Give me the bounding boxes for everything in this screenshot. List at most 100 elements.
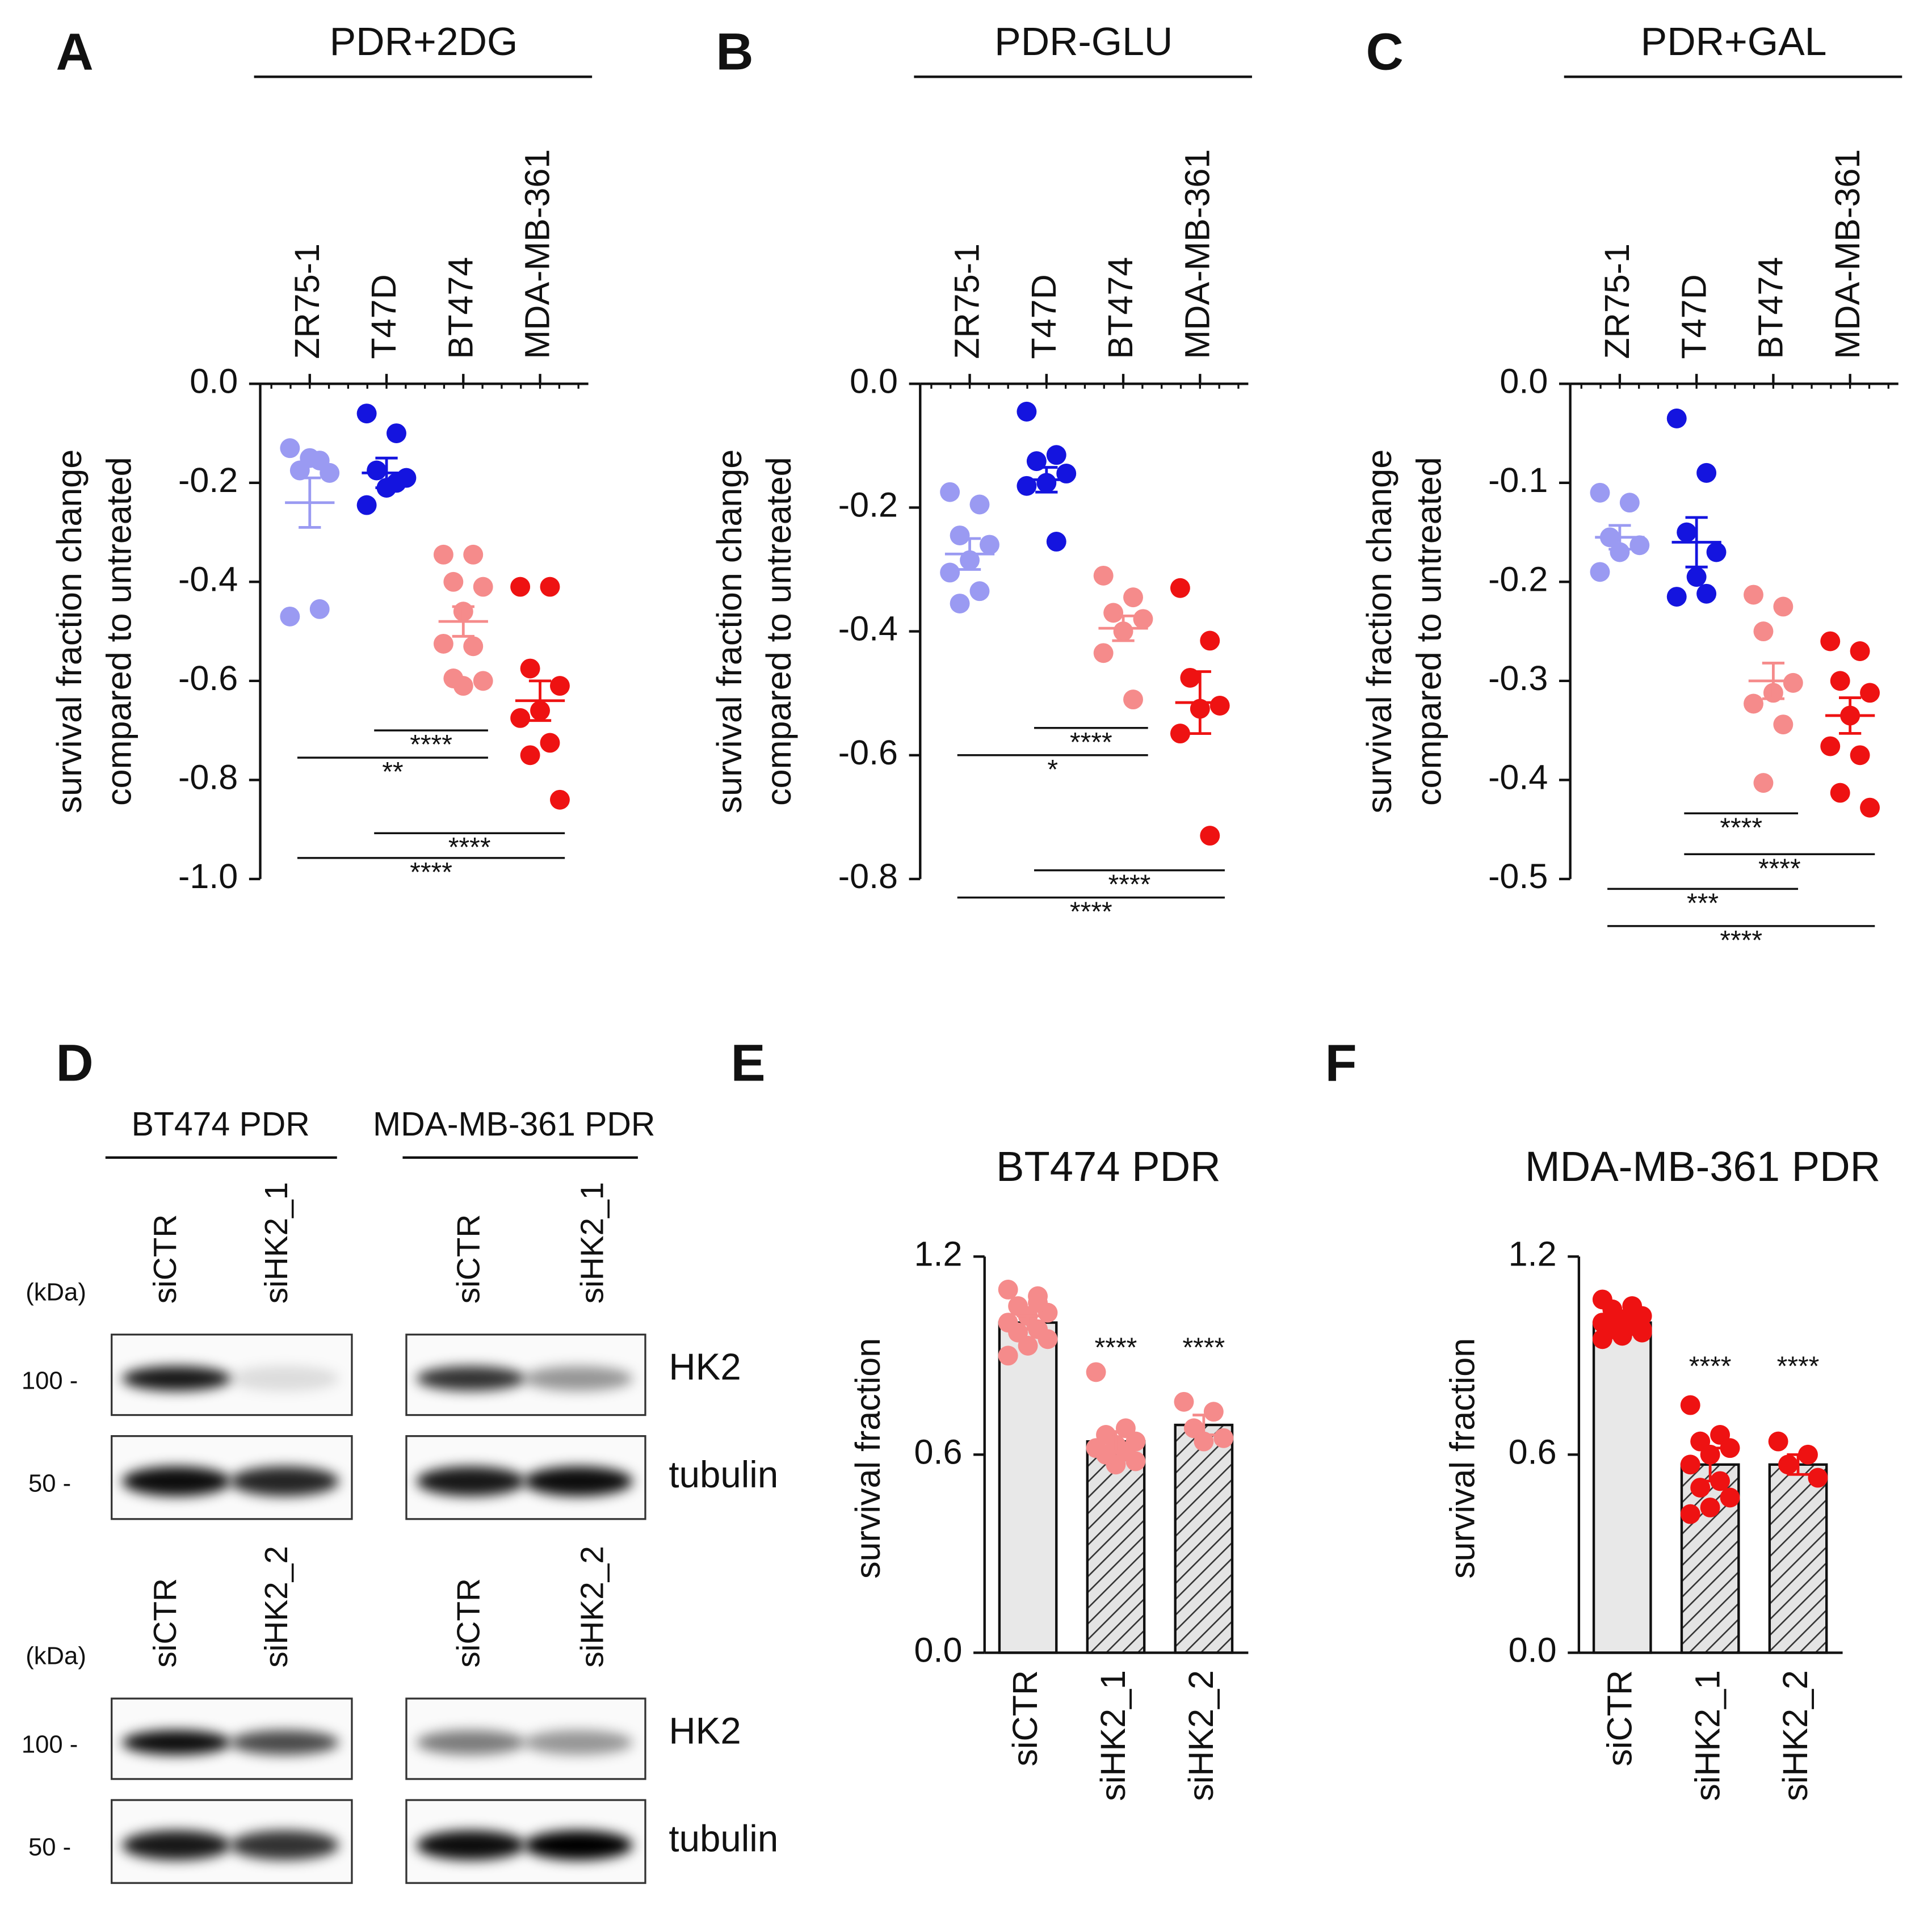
- data-point: [520, 745, 540, 766]
- data-point: [1773, 714, 1794, 735]
- mean-sem: [1175, 670, 1225, 735]
- blot-band: [121, 1830, 231, 1860]
- y-tick-label: 0.0: [914, 1631, 963, 1670]
- data-point: [1028, 1293, 1048, 1313]
- data-point: [549, 789, 570, 810]
- chart-title: PDR-GLU: [994, 19, 1173, 64]
- lane-label: siHK2_2: [259, 1546, 295, 1667]
- y-axis-label: survival fraction change: [1360, 449, 1398, 814]
- data-point: [969, 581, 990, 602]
- y-axis-label: compared to untreated: [99, 457, 138, 806]
- data-point: [1783, 672, 1803, 693]
- x-tick-label: siCTR: [1600, 1670, 1639, 1767]
- y-tick-label: -0.6: [178, 659, 238, 697]
- significance-label: ****: [410, 730, 452, 760]
- y-tick-label: 0.0: [850, 361, 898, 400]
- mean-sem: [1595, 524, 1645, 551]
- data-point: [1590, 482, 1610, 503]
- data-point: [940, 482, 960, 502]
- lane-label: siCTR: [451, 1578, 486, 1668]
- protein-label: tubulin: [669, 1454, 778, 1495]
- data-point: [1209, 696, 1230, 716]
- error-bar: [1787, 1453, 1809, 1476]
- data-point: [443, 571, 464, 592]
- blot-band: [121, 1730, 231, 1755]
- data-point: [1619, 493, 1640, 513]
- data-point: [1720, 1487, 1740, 1508]
- data-point: [1017, 401, 1037, 422]
- unit-label: (kDa): [26, 1279, 86, 1306]
- significance-label: ****: [1070, 897, 1112, 927]
- data-point: [387, 473, 406, 493]
- lane-label: siHK2_1: [259, 1182, 295, 1303]
- error-bar: [1017, 1314, 1039, 1331]
- x-tick-label: T47D: [1674, 274, 1713, 359]
- blot-band: [416, 1466, 526, 1496]
- data-point: [1744, 585, 1763, 605]
- y-tick-label: -0.2: [1488, 560, 1548, 598]
- blot-band: [416, 1366, 526, 1391]
- data-point: [1123, 587, 1143, 608]
- data-point: [1629, 535, 1650, 556]
- data-point: [1753, 621, 1774, 642]
- panel-letter: D: [56, 1035, 94, 1092]
- data-point: [433, 633, 453, 654]
- significance-label: *: [1047, 755, 1058, 785]
- data-point: [309, 599, 330, 619]
- x-tick-label: BT474: [1101, 257, 1140, 359]
- data-point: [1622, 1302, 1643, 1323]
- error-bar: [1104, 1430, 1127, 1453]
- y-axis-label: survival fraction change: [710, 449, 749, 814]
- data-point: [1632, 1319, 1652, 1339]
- x-tick-label: ZR75-1: [948, 243, 986, 359]
- error-bar: [1611, 1316, 1633, 1329]
- lane-label: siCTR: [451, 1214, 486, 1304]
- mean-sem: [362, 456, 411, 489]
- chart-title: BT474 PDR: [996, 1143, 1221, 1190]
- data-point: [1666, 408, 1687, 428]
- data-point: [1018, 1335, 1038, 1356]
- x-tick-label: siHK2_1: [1688, 1670, 1727, 1801]
- protein-label: HK2: [669, 1710, 741, 1752]
- blot-band: [524, 1830, 633, 1860]
- data-point: [979, 535, 999, 555]
- lane-label: siHK2_2: [575, 1546, 611, 1667]
- data-point: [540, 577, 560, 597]
- mean-sem: [944, 537, 995, 571]
- data-point: [510, 708, 531, 728]
- blot-band: [230, 1466, 339, 1496]
- chart-title: MDA-MB-361 PDR: [1525, 1143, 1880, 1190]
- x-tick-label: MDA-MB-361: [1178, 149, 1216, 359]
- data-point: [1170, 578, 1190, 598]
- data-point: [1830, 783, 1850, 803]
- data-point: [1820, 736, 1841, 756]
- data-point: [1666, 587, 1687, 607]
- data-point: [1768, 1431, 1788, 1452]
- bar: [1086, 1440, 1146, 1654]
- blot-band: [416, 1830, 526, 1860]
- data-point: [387, 423, 406, 444]
- x-tick-label: T47D: [1024, 274, 1063, 359]
- data-point: [940, 562, 960, 583]
- x-tick-label: MDA-MB-361: [518, 149, 557, 359]
- y-tick-label: 0.6: [1509, 1432, 1557, 1471]
- mean-sem: [515, 679, 565, 722]
- data-point: [1860, 797, 1880, 818]
- blot-band: [524, 1366, 633, 1391]
- data-point: [1696, 583, 1717, 604]
- mean-sem: [1671, 516, 1721, 569]
- data-point: [1860, 683, 1880, 703]
- data-point: [1046, 531, 1066, 552]
- x-tick-label: siHK2_1: [1094, 1670, 1132, 1801]
- data-point: [1680, 1395, 1700, 1415]
- mean-sem: [438, 605, 488, 638]
- significance-label: ****: [1720, 926, 1762, 956]
- data-point: [356, 495, 377, 515]
- data-point: [1700, 1497, 1720, 1517]
- data-point: [1590, 562, 1610, 582]
- y-tick-label: 1.2: [914, 1234, 963, 1273]
- data-point: [1038, 1329, 1058, 1349]
- y-tick-label: -0.2: [178, 461, 238, 499]
- data-point: [1170, 724, 1190, 744]
- significance-label: ****: [1070, 728, 1112, 758]
